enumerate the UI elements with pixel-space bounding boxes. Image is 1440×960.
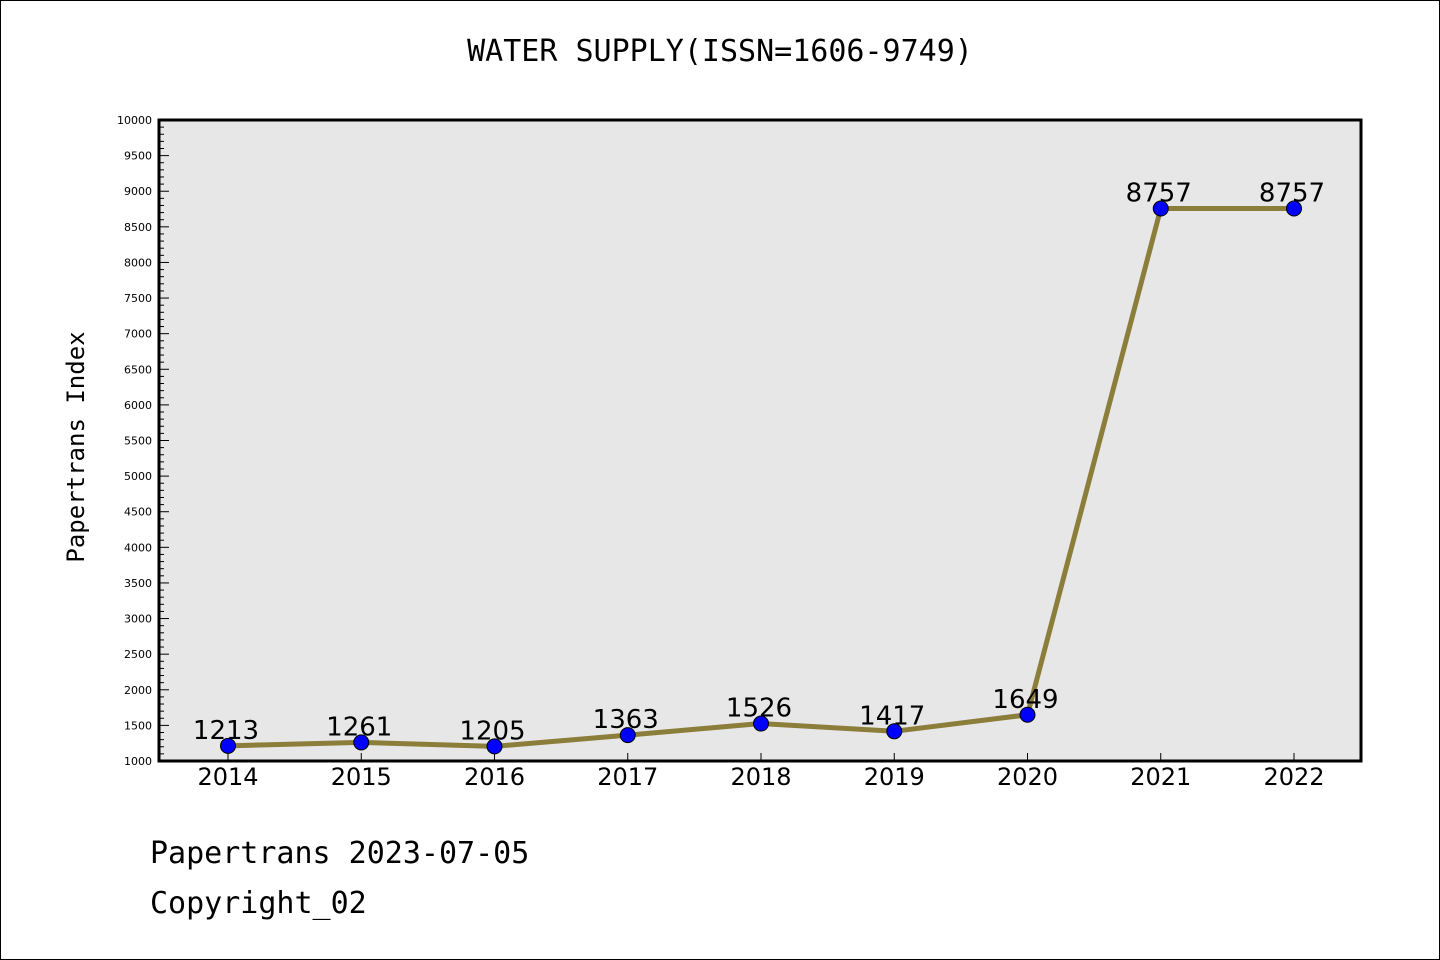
footer-date: Papertrans 2023-07-05 — [150, 836, 530, 871]
data-label: 8757 — [1126, 179, 1192, 209]
data-point — [353, 734, 370, 751]
y-axis-label: Papertrans Index — [62, 331, 90, 562]
data-point — [220, 737, 236, 754]
data-label: 1205 — [459, 716, 525, 746]
data-point — [619, 727, 636, 744]
y-tick-label: 9500 — [124, 150, 152, 163]
plot-area — [159, 120, 1361, 761]
data-label: 8757 — [1259, 179, 1325, 209]
y-tick-label: 8000 — [124, 256, 152, 269]
x-tick-label: 2021 — [1130, 763, 1191, 791]
data-point — [1019, 706, 1036, 723]
y-tick-label: 2000 — [124, 684, 152, 697]
y-axis-ticks: 1000 1500 2000 2500 3000 3500 4000 4500 5000 5500… — [117, 114, 169, 768]
data-point — [486, 738, 503, 755]
y-tick-label: 1500 — [124, 719, 152, 732]
y-tick-label: 8500 — [124, 221, 152, 234]
y-tick-label: 7500 — [124, 292, 152, 305]
data-label: 1261 — [326, 712, 392, 742]
x-tick-label: 2017 — [597, 763, 658, 791]
x-tick-label: 2014 — [197, 763, 258, 791]
y-tick-label: 2500 — [124, 648, 152, 661]
data-point — [1286, 200, 1302, 217]
x-tick-label: 2016 — [464, 763, 525, 791]
data-points — [220, 200, 1302, 755]
x-axis-ticks: 2014 2015 2016 2017 2018 2019 2020 2021 2022 — [197, 753, 1325, 791]
data-point — [753, 715, 769, 732]
y-tick-label: 5500 — [124, 435, 152, 448]
y-tick-label: 5000 — [124, 470, 152, 483]
y-tick-label: 4000 — [124, 541, 152, 554]
footer-copyright: Copyright_02 — [150, 886, 367, 921]
y-tick-label: 3000 — [124, 613, 152, 626]
data-label: 1213 — [193, 716, 259, 746]
x-tick-label: 2015 — [331, 763, 392, 791]
data-label: 1417 — [859, 701, 925, 731]
data-label: 1363 — [593, 705, 659, 735]
x-tick-label: 2020 — [997, 763, 1058, 791]
x-tick-label: 2022 — [1263, 763, 1324, 791]
data-point — [886, 723, 903, 740]
y-tick-label: 6000 — [124, 399, 152, 412]
x-tick-label: 2019 — [864, 763, 925, 791]
data-point — [1152, 200, 1169, 217]
x-tick-label: 2018 — [730, 763, 791, 791]
y-tick-label: 1000 — [124, 755, 152, 768]
chart-title: WATER SUPPLY(ISSN=1606-9749) — [467, 34, 973, 69]
plot-border — [157, 118, 1363, 763]
data-label: 1526 — [726, 694, 792, 724]
y-tick-label: 7000 — [124, 328, 152, 341]
y-tick-label: 4500 — [124, 506, 152, 519]
y-tick-label: 3500 — [124, 577, 152, 590]
data-label: 1649 — [992, 685, 1058, 715]
y-tick-label: 6500 — [124, 363, 152, 376]
y-tick-label: 10000 — [117, 114, 152, 127]
y-tick-label: 9000 — [124, 185, 152, 198]
data-labels: 1213 1261 1205 1363 1526 1417 1649 8757 8757 — [193, 179, 1325, 747]
